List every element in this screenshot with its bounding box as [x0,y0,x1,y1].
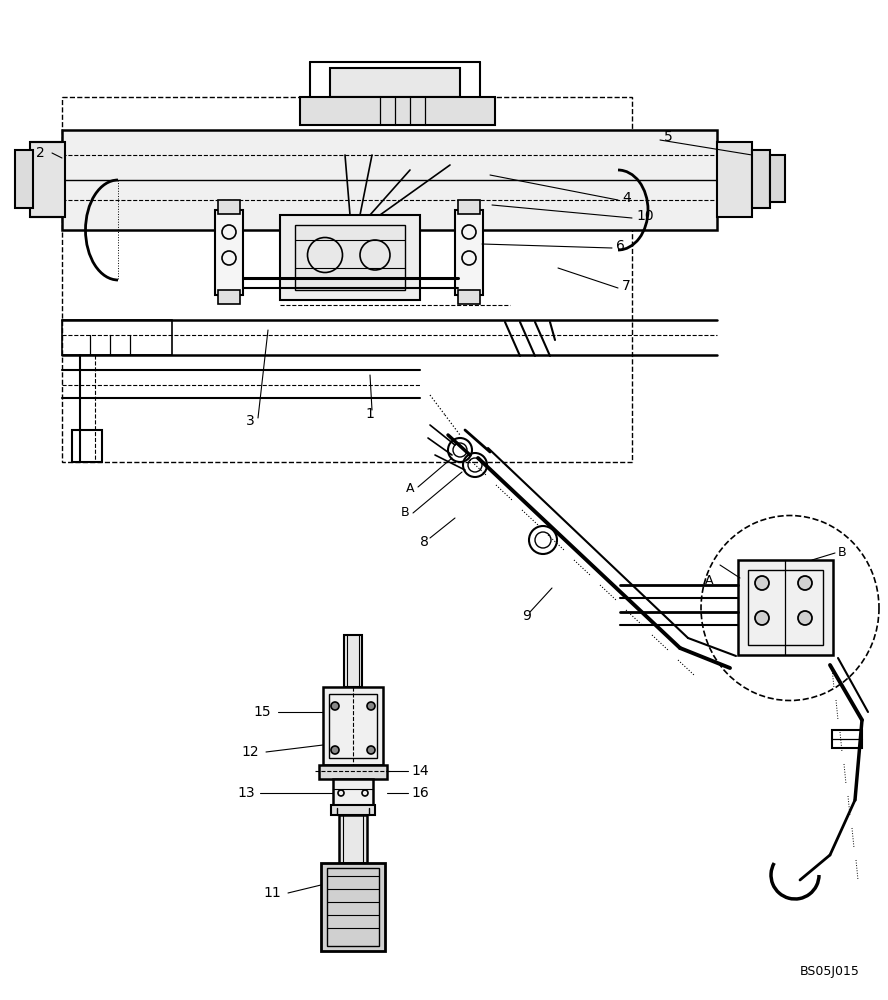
Text: 15: 15 [253,705,271,719]
Text: 2: 2 [36,146,44,160]
Bar [752,150,770,208]
Text: 8: 8 [420,535,429,549]
Circle shape [331,702,339,710]
Bar [333,779,373,807]
Bar [280,215,420,300]
Text: A: A [406,482,415,494]
Text: 16: 16 [411,786,429,800]
Bar [218,290,240,304]
Bar [717,142,752,217]
Text: B: B [838,546,846,558]
Text: 12: 12 [241,745,258,759]
Circle shape [331,746,339,754]
Bar [738,560,833,655]
Text: 14: 14 [411,764,429,778]
Bar [323,687,383,765]
Bar [770,155,785,202]
Bar [62,320,172,355]
Bar [30,142,65,217]
Bar [62,97,632,462]
Text: 3: 3 [246,414,255,428]
Bar [832,730,862,748]
Text: 6: 6 [616,239,625,253]
Text: B: B [401,506,409,520]
Bar [327,868,379,946]
Bar [458,290,480,304]
Bar [72,430,102,462]
Circle shape [755,576,769,590]
Bar [458,200,480,214]
Circle shape [367,746,375,754]
Text: 10: 10 [636,209,654,223]
Text: 7: 7 [622,279,630,293]
Bar [339,815,367,863]
Text: 4: 4 [622,191,630,205]
Circle shape [755,611,769,625]
Text: 13: 13 [237,786,255,800]
Circle shape [798,611,812,625]
Bar [748,570,823,645]
Bar [321,863,385,951]
Bar [62,130,717,230]
Text: 5: 5 [664,130,673,144]
Bar [344,635,362,687]
Text: A: A [705,574,713,586]
Bar [295,225,405,290]
Bar [319,765,387,779]
Bar [331,805,375,815]
Bar [15,150,33,208]
Text: BS05J015: BS05J015 [800,966,860,978]
Bar [300,97,495,125]
Bar [329,694,377,758]
Circle shape [798,576,812,590]
Bar [330,68,460,97]
Bar [218,200,240,214]
Circle shape [367,702,375,710]
Text: 11: 11 [263,886,281,900]
Bar [455,210,483,295]
Text: 9: 9 [522,609,531,623]
Text: 1: 1 [365,407,374,421]
Bar [215,210,243,295]
